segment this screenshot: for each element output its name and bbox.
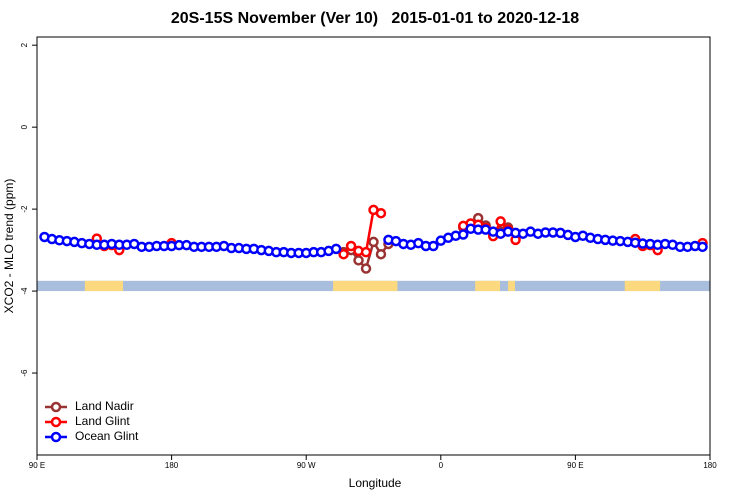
legend-label: Land Nadir [75,399,134,413]
legend-marker [50,401,62,413]
y-tick-label: 2 [20,42,29,47]
y-tick-label: -2 [20,205,29,213]
x-tick-label: 180 [703,461,717,470]
y-tick-label: 0 [20,124,29,129]
plot-frame [36,36,711,456]
legend-marker [50,431,62,443]
legend-label: Land Glint [75,414,130,428]
data-point [375,207,387,219]
y-tick-label: -6 [20,369,29,377]
plot-area [37,204,710,292]
data-point [495,216,506,227]
data-point [697,241,708,253]
x-tick-label: 90 E [29,461,45,470]
legend-marker [50,416,62,428]
data-point [330,243,342,255]
data-point [428,240,439,252]
land-band [84,280,123,292]
data-point [338,248,349,260]
land-band [333,280,398,292]
data-point [345,240,357,252]
land-band [624,280,661,292]
land-band [475,280,501,292]
legend-label: Ocean Glint [75,429,139,443]
data-point [353,255,364,266]
chart-title: 20S-15S November (Ver 10) 2015-01-01 to … [171,10,579,27]
x-tick-label: 0 [439,461,444,470]
y-tick-label: -4 [20,287,29,295]
data-point [360,246,372,258]
x-axis-label: Longitude [349,476,402,490]
data-point [368,236,379,248]
data-point [457,229,469,240]
x-tick-label: 90 W [297,461,316,470]
land-band [508,280,515,292]
data-point [360,263,372,274]
data-point [375,248,387,260]
x-tick-label: 90 E [567,461,583,470]
x-tick-label: 180 [165,461,179,470]
y-axis-label: XCO2 - MLO trend (ppm) [2,179,16,314]
